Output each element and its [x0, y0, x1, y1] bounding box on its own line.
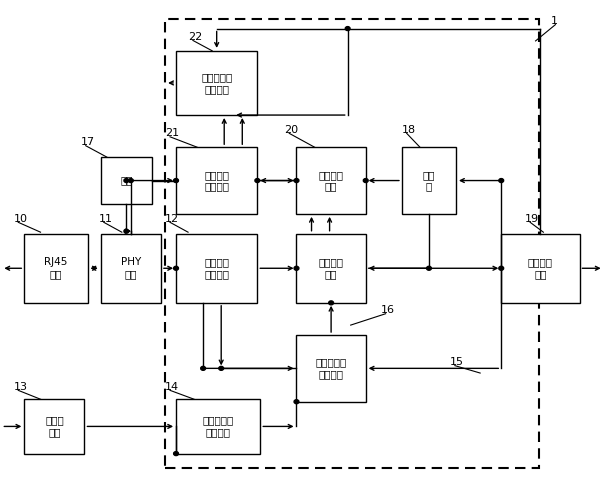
Text: 锁相
环: 锁相 环 — [423, 170, 435, 191]
Text: RJ45
插座: RJ45 插座 — [44, 257, 68, 279]
Text: 主数据接收
处理模块: 主数据接收 处理模块 — [201, 72, 232, 94]
Bar — [296, 234, 366, 303]
Text: 21: 21 — [165, 128, 179, 138]
Bar — [24, 399, 85, 454]
Text: 网络数据
降频模块: 网络数据 降频模块 — [204, 170, 229, 191]
Bar — [402, 147, 456, 214]
Circle shape — [124, 178, 129, 182]
Bar — [296, 335, 366, 402]
Text: 17: 17 — [81, 137, 95, 147]
Circle shape — [294, 266, 299, 270]
Text: 数据收发
模块: 数据收发 模块 — [528, 257, 553, 279]
Text: PHY
芯片: PHY 芯片 — [121, 257, 141, 279]
Text: 12: 12 — [165, 214, 179, 224]
Circle shape — [128, 178, 133, 182]
Text: 19: 19 — [525, 214, 540, 224]
Text: 18: 18 — [402, 125, 416, 135]
Text: 11: 11 — [99, 214, 113, 224]
Text: 16: 16 — [381, 305, 395, 315]
Text: 20: 20 — [284, 125, 298, 135]
Text: 14: 14 — [165, 382, 179, 392]
Bar — [501, 234, 580, 303]
Circle shape — [499, 178, 503, 182]
Text: 10: 10 — [13, 214, 27, 224]
Bar — [176, 51, 257, 115]
Text: 数据混合
模块: 数据混合 模块 — [319, 257, 344, 279]
Bar — [101, 234, 161, 303]
Text: 15: 15 — [450, 357, 464, 367]
Bar — [176, 234, 257, 303]
Circle shape — [329, 301, 333, 305]
Circle shape — [201, 366, 206, 370]
Circle shape — [219, 366, 224, 370]
Circle shape — [345, 27, 350, 30]
Text: 主数据
接口: 主数据 接口 — [45, 415, 64, 437]
Circle shape — [294, 178, 299, 182]
Circle shape — [364, 178, 368, 182]
Text: 1: 1 — [551, 16, 558, 26]
Text: 信号分离
模块: 信号分离 模块 — [319, 170, 344, 191]
Bar — [165, 19, 538, 469]
Bar — [296, 147, 366, 214]
Circle shape — [174, 452, 178, 456]
Text: 22: 22 — [188, 32, 202, 42]
Bar — [24, 234, 88, 303]
Circle shape — [294, 400, 299, 404]
Circle shape — [174, 266, 178, 270]
Text: 网络数据
升频模块: 网络数据 升频模块 — [204, 257, 229, 279]
Circle shape — [124, 229, 129, 233]
Bar — [176, 399, 260, 454]
Circle shape — [499, 266, 503, 270]
Circle shape — [427, 266, 431, 270]
Text: 主数据发送
转换模块: 主数据发送 转换模块 — [315, 357, 347, 379]
Bar — [176, 147, 257, 214]
Text: 主数据信号
生成模块: 主数据信号 生成模块 — [203, 415, 234, 437]
Bar — [101, 157, 152, 204]
Circle shape — [174, 178, 178, 182]
Text: 13: 13 — [13, 382, 27, 392]
Circle shape — [255, 178, 260, 182]
Text: 晶振: 晶振 — [120, 175, 132, 185]
